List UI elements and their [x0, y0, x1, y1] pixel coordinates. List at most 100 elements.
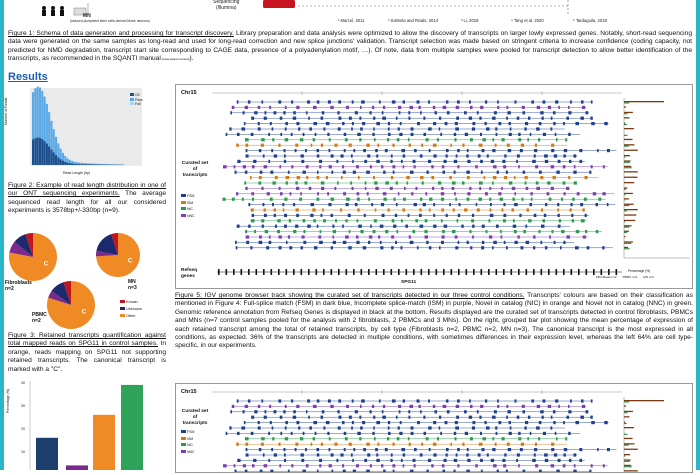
transcript-exon — [441, 241, 444, 244]
transcript-exon — [363, 149, 366, 152]
transcript-exon — [250, 246, 252, 249]
transcript-exon — [285, 405, 287, 408]
transcript-exon — [514, 192, 516, 195]
transcript-exon — [492, 117, 495, 120]
transcript-exon — [492, 181, 494, 184]
transcript-exon — [314, 246, 317, 249]
transcript-exon — [531, 198, 533, 201]
transcript-exon — [237, 160, 240, 163]
transcript-exon — [492, 149, 495, 152]
transcript-exon — [245, 144, 248, 147]
igv2-legend-nnc: NNC — [187, 450, 195, 454]
transcript-exon — [309, 187, 312, 190]
transcript-exon — [357, 208, 359, 211]
histogram-bar — [69, 163, 71, 165]
transcript-exon — [433, 443, 437, 446]
transcript-exon — [245, 138, 249, 141]
transcript-exon — [462, 144, 464, 147]
transcript-exon — [396, 203, 398, 206]
transcript-exon — [258, 426, 261, 429]
histogram-xlabel: Read Length (bp) — [63, 171, 90, 175]
transcript-exon — [551, 144, 554, 147]
transcript-exon — [315, 133, 317, 136]
transcript-exon — [352, 187, 354, 190]
transcript-exon — [442, 464, 445, 467]
transcript-exon — [338, 416, 341, 419]
transcript-exon — [423, 416, 425, 419]
transcript-exon — [540, 111, 543, 114]
classification-bar — [66, 465, 88, 470]
transcript-exon — [523, 230, 526, 233]
transcript-exon — [338, 426, 341, 429]
transcript-exon — [472, 225, 474, 228]
transcript-exon — [414, 149, 417, 152]
transcript-exon — [317, 198, 320, 201]
transcript-exon — [489, 235, 492, 238]
transcript-exon — [492, 246, 494, 249]
expression-bar — [624, 416, 629, 417]
transcript-exon — [236, 144, 239, 147]
expression-bar — [624, 167, 632, 168]
transcript-exon — [337, 111, 339, 114]
transcript-exon — [489, 187, 491, 190]
expression-bar — [624, 423, 627, 424]
transcript-exon — [400, 421, 402, 424]
transcript-exon — [286, 176, 290, 179]
transcript-exon — [557, 203, 559, 206]
transcript-exon — [490, 203, 492, 206]
transcript-exon — [420, 111, 422, 114]
ytick-30: 30 — [21, 404, 25, 408]
transcript-exon — [493, 176, 497, 179]
expression-bar — [624, 214, 636, 215]
transcript-exon — [296, 106, 299, 109]
transcript-exon — [424, 432, 427, 435]
transcript-exon — [433, 203, 435, 206]
transcript-exon — [295, 149, 297, 152]
transcript-exon — [577, 192, 580, 195]
transcript-exon — [270, 122, 272, 125]
transcript-exon — [392, 464, 395, 467]
transcript-exon — [291, 100, 293, 103]
transcript-exon — [309, 127, 312, 130]
transcript-exon — [262, 225, 264, 228]
igv2-legend-fsm: FSM — [187, 430, 194, 434]
transcript-exon — [381, 165, 383, 168]
transcript-exon — [525, 421, 528, 424]
transcript-exon — [531, 399, 534, 402]
transcript-exon — [308, 416, 310, 419]
transcript-exon — [607, 149, 610, 152]
transcript-exon — [373, 416, 375, 419]
transcript-exon — [245, 171, 248, 174]
transcript-exon — [409, 144, 411, 147]
transcript-exon — [285, 426, 287, 429]
expression-bar — [624, 106, 626, 107]
transcript-exon — [246, 154, 249, 157]
transcript-exon — [285, 106, 287, 109]
transcript-exon — [284, 214, 287, 217]
refseq-exon — [526, 269, 528, 275]
transcript-exon — [286, 241, 288, 244]
expression-bar — [624, 112, 633, 113]
transcript-exon — [362, 421, 365, 424]
refseq-exon — [376, 269, 378, 275]
transcript-exon — [282, 203, 284, 206]
transcript-exon — [280, 117, 283, 120]
transcript-exon — [543, 100, 546, 103]
transcript-exon — [472, 214, 474, 217]
transcript-exon — [264, 416, 267, 419]
transcript-exon — [263, 203, 265, 206]
transcript-exon — [534, 453, 536, 456]
refseq-exon — [488, 269, 490, 275]
transcript-exon — [331, 453, 334, 456]
histogram-bar — [76, 164, 78, 165]
transcript-exon — [442, 230, 445, 233]
transcript-exon — [547, 181, 550, 184]
transcript-exon — [261, 399, 263, 402]
transcript-exon — [469, 100, 471, 103]
refseq-exon — [518, 269, 520, 275]
transcript-exon — [258, 127, 261, 130]
transcript-exon — [411, 426, 414, 429]
transcript-exon — [566, 416, 569, 419]
transcript-exon — [439, 416, 441, 419]
transcript-exon — [478, 154, 481, 157]
